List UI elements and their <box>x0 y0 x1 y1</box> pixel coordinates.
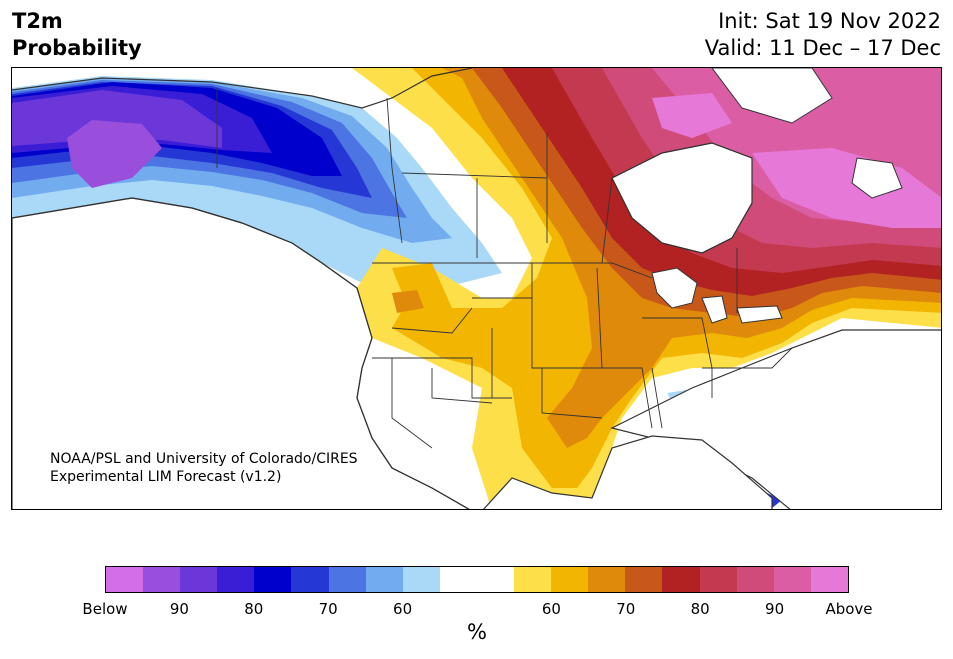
colorbar-segment <box>254 567 292 592</box>
colorbar-segment <box>291 567 329 592</box>
colorbar-tick-label: 80 <box>244 600 264 618</box>
colorbar-tick-label: Above <box>825 600 873 618</box>
colorbar-segment <box>662 567 700 592</box>
valid-date: Valid: 11 Dec – 17 Dec <box>704 36 941 60</box>
colorbar-segment <box>551 567 589 592</box>
title-type: Probability <box>12 36 142 60</box>
colorbar-segment <box>514 567 552 592</box>
colorbar-tick-label: 70 <box>318 600 338 618</box>
init-date: Init: Sat 19 Nov 2022 <box>718 9 941 33</box>
colorbar-tick-label: 70 <box>616 600 636 618</box>
colorbar-segment <box>402 567 440 592</box>
coastlines <box>12 68 753 509</box>
colorbar-segment <box>439 567 477 592</box>
colorbar-segment <box>143 567 181 592</box>
credit-line-1: NOAA/PSL and University of Colorado/CIRE… <box>50 451 358 467</box>
colorbar-tick-label: 90 <box>169 600 189 618</box>
water-bodies <box>611 68 903 324</box>
date-block: Init: Sat 19 Nov 2022 Valid: 11 Dec – 17… <box>705 8 941 62</box>
probability-map: NOAA/PSL and University of Colorado/CIRE… <box>12 68 941 509</box>
colorbar-tick-label: 90 <box>765 600 785 618</box>
colorbar <box>105 566 849 593</box>
below-normal-area <box>12 76 502 293</box>
colorbar-segment <box>180 567 218 592</box>
colorbar-segment <box>625 567 663 592</box>
colorbar-segment <box>699 567 737 592</box>
colorbar-segment <box>217 567 255 592</box>
map-panel: NOAA/PSL and University of Colorado/CIRE… <box>11 67 942 510</box>
colorbar-segment <box>773 567 811 592</box>
colorbar-segment <box>736 567 774 592</box>
title-variable: T2m <box>12 9 63 33</box>
colorbar-tick-label: 80 <box>690 600 710 618</box>
political-boundaries <box>216 88 793 449</box>
colorbar-segment <box>106 567 144 592</box>
colorbar-segment <box>476 567 515 592</box>
colorbar-segment <box>365 567 403 592</box>
credit-line-2: Experimental LIM Forecast (v1.2) <box>50 469 281 485</box>
ocean-areas <box>12 197 941 509</box>
title-block: T2m Probability <box>12 8 142 62</box>
colorbar-unit-label: % <box>467 620 487 644</box>
colorbar-tick-label: Below <box>82 600 128 618</box>
colorbar-tick-label: 60 <box>393 600 413 618</box>
colorbar-segment <box>810 567 848 592</box>
colorbar-segment <box>588 567 626 592</box>
colorbar-segment <box>328 567 366 592</box>
colorbar-tick-label: 60 <box>541 600 561 618</box>
